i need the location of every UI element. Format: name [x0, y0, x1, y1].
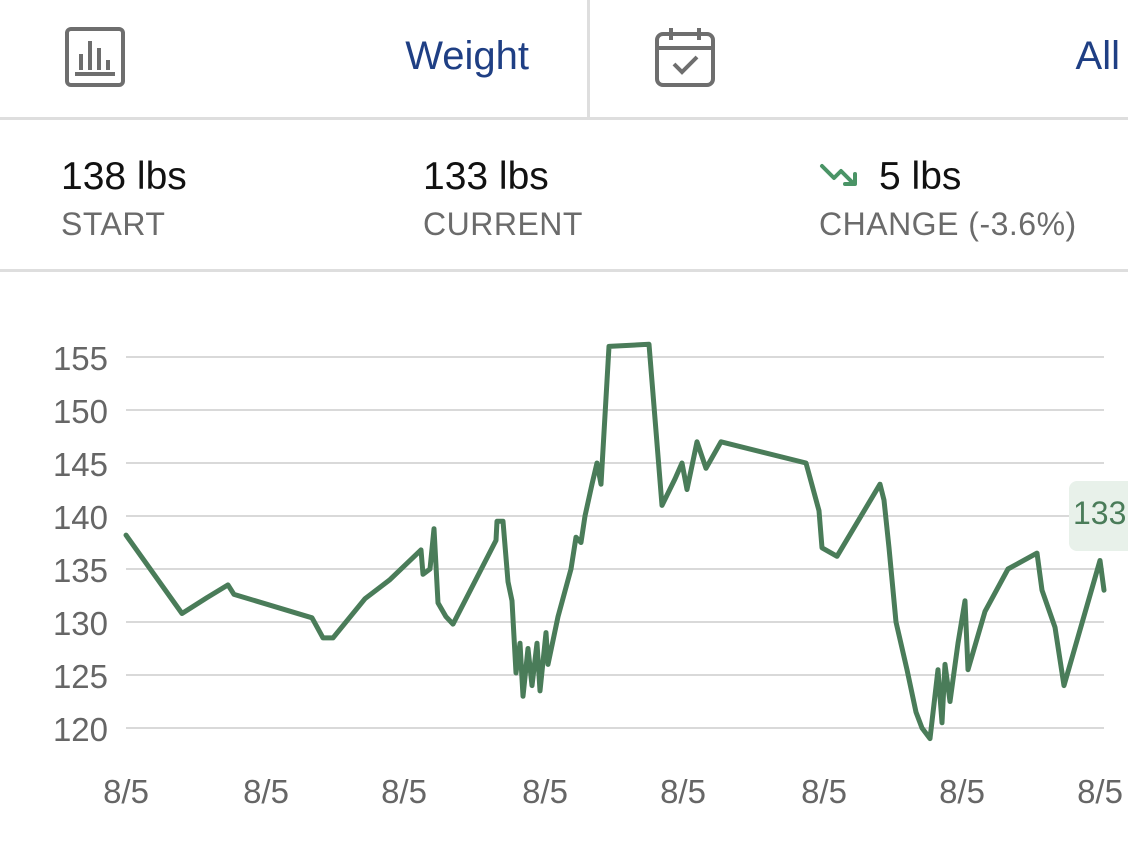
x-tick-label: 8/5: [243, 773, 289, 810]
metric-label: Weight: [405, 34, 529, 78]
x-tick-label: 8/5: [381, 773, 427, 810]
current-stat: 133 lbs CURRENT: [423, 155, 583, 244]
x-tick-label: 8/5: [939, 773, 985, 810]
x-tick-label: 8/5: [1077, 773, 1123, 810]
tooltip-box: [1069, 481, 1128, 551]
top-selector-bar: Weight All: [0, 0, 1128, 120]
start-label: START: [61, 206, 166, 242]
tooltip-value: 133: [1073, 495, 1126, 531]
series-line: [123, 341, 1107, 742]
change-value: 5 lbs: [879, 155, 962, 198]
y-tick-label: 155: [53, 340, 108, 377]
y-tick-label: 140: [53, 499, 108, 536]
chart-canvas: 120 125 130 135 140 145 150 155 8/5 8/5 8/5 8/5 8/5 8…: [53, 340, 1128, 810]
x-tick-label: 8/5: [660, 773, 706, 810]
y-tick-label: 145: [53, 446, 108, 483]
start-value: 138 lbs: [61, 155, 187, 198]
trending-down-icon: [820, 163, 857, 186]
start-stat: 138 lbs START: [61, 155, 187, 244]
x-tick-label: 8/5: [522, 773, 568, 810]
weight-stats: 138 lbs START 133 lbs CURRENT 5 lbs CHAN…: [0, 123, 1128, 272]
weight-line-chart: 120 125 130 135 140 145 150 155 8/5 8/5 8/5 8/5 8/5 8…: [0, 275, 1128, 853]
y-tick-label: 120: [53, 711, 108, 748]
y-tick-label: 130: [53, 605, 108, 642]
range-selector-button[interactable]: All: [590, 0, 1128, 120]
range-label: All: [1075, 34, 1120, 78]
change-label: CHANGE (-3.6%): [819, 206, 1077, 242]
y-tick-label: 135: [53, 552, 108, 589]
x-tick-label: 8/5: [801, 773, 847, 810]
current-value: 133 lbs: [423, 155, 549, 198]
current-label: CURRENT: [423, 206, 583, 242]
change-row: 5 lbs: [819, 155, 1077, 199]
metric-selector-button[interactable]: Weight: [0, 0, 587, 120]
x-tick-label: 8/5: [103, 773, 149, 810]
calendar-check-icon: [655, 28, 715, 87]
y-tick-label: 150: [53, 393, 108, 430]
bar-chart-icon: [65, 27, 125, 87]
y-tick-label: 125: [53, 658, 108, 695]
change-stat: 5 lbs CHANGE (-3.6%): [819, 155, 1077, 244]
selector-divider: [587, 0, 590, 120]
